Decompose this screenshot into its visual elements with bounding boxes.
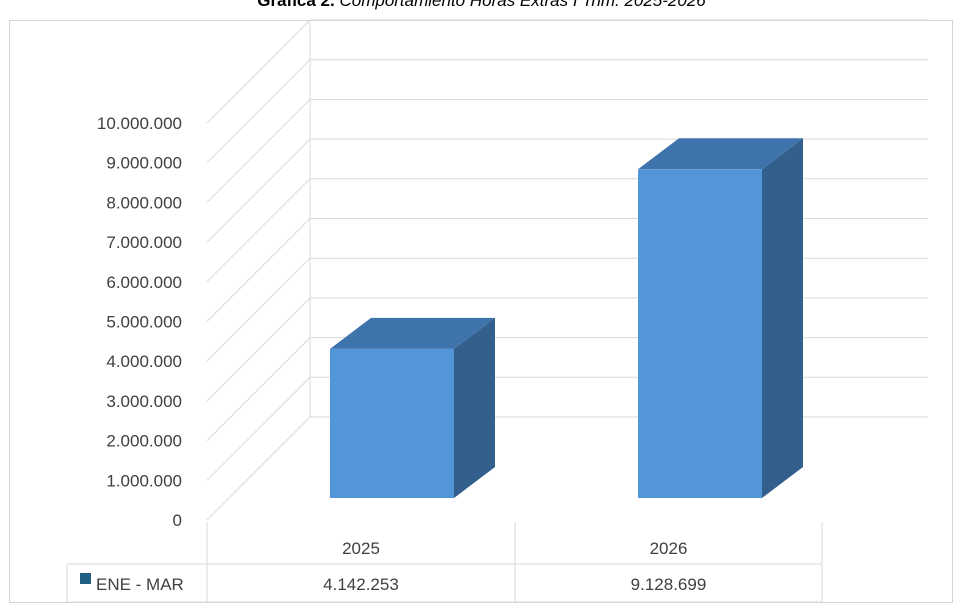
x-category-label: 2026 [650,539,688,558]
chart-title-italic: Comportamiento Horas Extras I Trim. 2025… [334,0,706,10]
bar-top [638,138,803,170]
legend-label: ENE - MAR [96,575,184,594]
gridline [206,59,928,164]
bar-front [330,348,454,498]
y-axis-ticks: 0 1.000.000 2.000.000 3.000.000 4.000.000 5.0… [97,114,182,530]
x-category-label: 2025 [342,539,380,558]
gridline [206,178,928,283]
gridline [206,376,928,481]
gridline [206,297,928,402]
gridline [206,138,928,243]
y-tick-label: 0 [173,511,182,530]
legend-key [80,573,91,584]
bars [330,138,803,498]
y-tick-label: 7.000.000 [106,233,182,252]
y-tick-label: 2.000.000 [106,432,182,451]
gridline [206,218,928,322]
y-tick-label: 1.000.000 [106,471,182,490]
y-tick-label: 4.000.000 [106,352,182,371]
gridline [206,98,928,203]
chart-title: Gráfica 2. Comportamiento Horas Extras I… [0,0,963,11]
gridline [206,19,928,124]
data-table: 2025 2026 4.142.253 9.128.699 ENE - MAR [66,522,823,603]
bar [638,138,803,498]
y-tick-label: 3.000.000 [106,392,182,411]
y-tick-label: 10.000.000 [97,114,182,133]
bar [330,317,495,498]
bar-front [638,169,762,498]
gridline [206,257,928,362]
y-tick-label: 8.000.000 [106,193,182,212]
y-tick-label: 9.000.000 [106,154,182,173]
gridline [206,337,928,441]
y-tick-label: 5.000.000 [106,313,182,332]
gridline [206,416,928,521]
data-table-value: 9.128.699 [631,575,707,594]
bar-side [454,317,495,498]
bar-top [330,317,495,349]
data-table-value: 4.142.253 [323,575,399,594]
gridlines [206,19,928,521]
chart-title-bold: Gráfica 2. [257,0,335,10]
y-tick-label: 6.000.000 [106,273,182,292]
bar-side [762,138,803,498]
